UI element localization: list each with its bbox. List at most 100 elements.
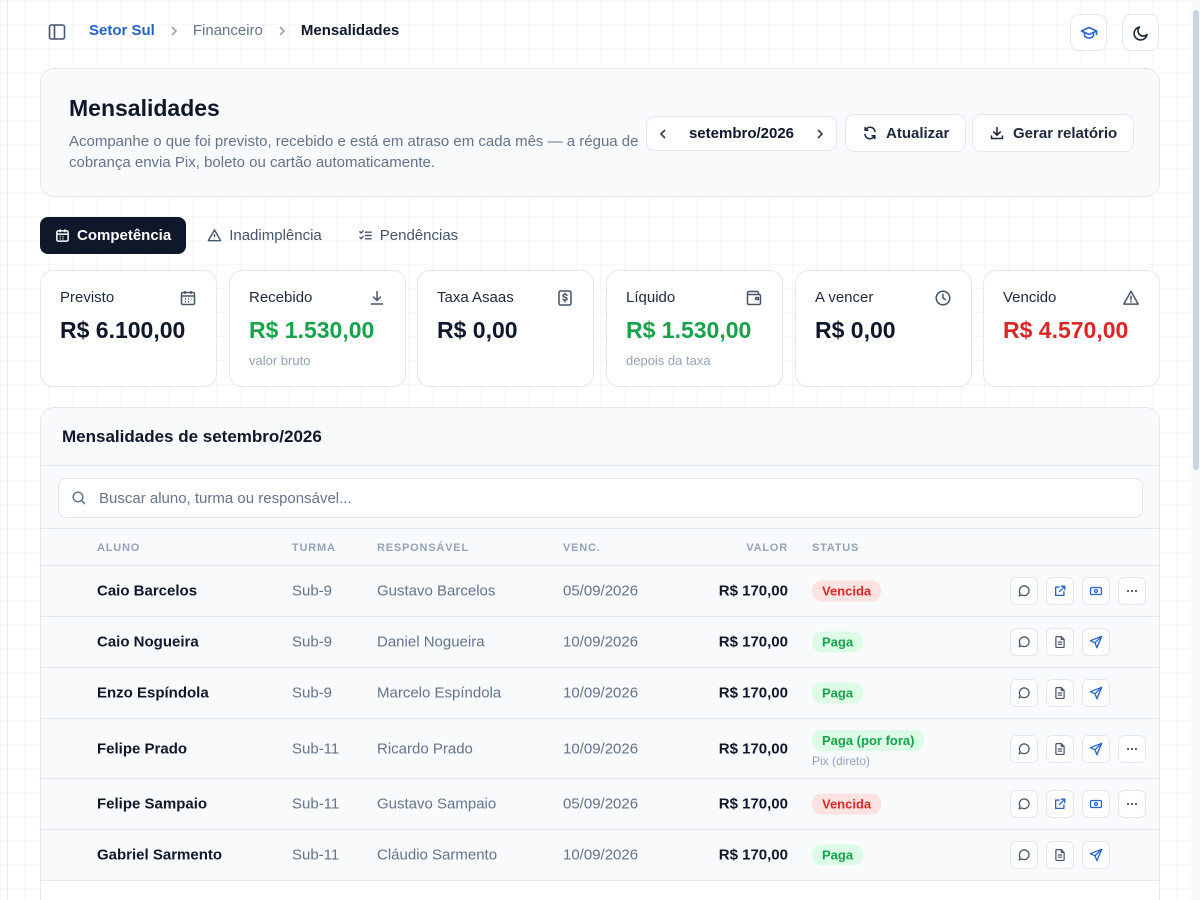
- tab-pendencias[interactable]: Pendências: [343, 217, 473, 254]
- tab-inadimplencia[interactable]: Inadimplência: [192, 217, 337, 254]
- document-button[interactable]: [1046, 734, 1074, 763]
- stat-card-liquido: Líquido R$ 1.530,00 depois da taxa: [606, 270, 783, 387]
- row-actions: [1010, 577, 1146, 605]
- cell-vencimento: 05/09/2026: [563, 795, 639, 813]
- table-row[interactable]: Gabriel Sarmento Sub-11 Cláudio Sarmento 10…: [41, 830, 1159, 881]
- chat-button[interactable]: [1010, 734, 1038, 763]
- more-icon: [1125, 584, 1139, 598]
- stat-card-recebido: Recebido R$ 1.530,00 valor bruto: [229, 270, 406, 387]
- generate-report-label: Gerar relatório: [1013, 124, 1118, 142]
- send-button[interactable]: [1082, 841, 1110, 869]
- generate-report-button[interactable]: Gerar relatório: [972, 114, 1135, 152]
- table-row[interactable]: Felipe Sampaio Sub-11 Gustavo Sampaio 05/09…: [41, 779, 1159, 830]
- stat-value: R$ 0,00: [815, 317, 896, 343]
- page-title: Mensalidades: [69, 95, 220, 121]
- cell-aluno: Caio Nogueira: [97, 633, 199, 651]
- chat-button[interactable]: [1010, 790, 1038, 818]
- mensalidades-table-card: Mensalidades de setembro/2026 ALUNO TURM…: [40, 407, 1160, 900]
- stat-card-vencido: Vencido R$ 4.570,00: [983, 270, 1160, 387]
- column-header-status[interactable]: STATUS: [812, 542, 860, 554]
- chevron-right-icon[interactable]: [810, 124, 830, 144]
- refresh-button[interactable]: Atualizar: [845, 114, 967, 152]
- money-button[interactable]: [1082, 790, 1110, 818]
- cell-responsavel: Cláudio Sarmento: [377, 846, 498, 864]
- send-icon: [1089, 635, 1103, 649]
- download-icon: [368, 289, 386, 312]
- theme-toggle-button[interactable]: [1122, 14, 1159, 51]
- cell-responsavel: Gustavo Sampaio: [377, 795, 497, 813]
- scrollbar-thumb[interactable]: [1193, 10, 1199, 470]
- breadcrumb-root[interactable]: Setor Sul: [89, 22, 155, 39]
- stat-label: A vencer: [815, 289, 874, 306]
- more-icon: [1125, 797, 1139, 811]
- breadcrumb-section[interactable]: Financeiro: [192, 22, 263, 39]
- external-link-button[interactable]: [1046, 790, 1074, 818]
- send-button[interactable]: [1082, 734, 1110, 763]
- table-row[interactable]: Enzo Espíndola Sub-9 Marcelo Espíndola 10/0…: [41, 668, 1159, 719]
- search-input[interactable]: [99, 489, 999, 507]
- column-header-valor[interactable]: VALOR: [746, 542, 788, 554]
- moon-icon: [1132, 25, 1148, 41]
- table-row[interactable]: Caio Nogueira Sub-9 Daniel Nogueira 10/09/2…: [41, 617, 1159, 668]
- document-button[interactable]: [1046, 841, 1074, 869]
- cell-responsavel: Daniel Nogueira: [377, 633, 485, 651]
- more-button[interactable]: [1118, 790, 1146, 818]
- more-button[interactable]: [1118, 577, 1146, 605]
- chat-button[interactable]: [1010, 577, 1038, 605]
- stat-card-taxa-asaas: Taxa Asaas R$ 0,00: [417, 270, 594, 387]
- chat-button[interactable]: [1010, 841, 1038, 869]
- cell-vencimento: 10/09/2026: [563, 740, 639, 757]
- chat-button[interactable]: [1010, 679, 1038, 707]
- money-button[interactable]: [1082, 577, 1110, 605]
- chevron-left-icon[interactable]: [653, 124, 673, 144]
- wallet-icon: [745, 289, 763, 312]
- graduation-cap-button[interactable]: [1070, 14, 1107, 51]
- dollar-receipt-icon: [556, 289, 574, 312]
- table-row[interactable]: Caio Barcelos Sub-9 Gustavo Barcelos 05/09/…: [41, 566, 1159, 617]
- send-icon: [1089, 848, 1103, 862]
- column-header-responsavel[interactable]: RESPONSÁVEL: [377, 542, 469, 554]
- money-icon: [1089, 584, 1103, 598]
- cell-responsavel: Ricardo Prado: [377, 740, 473, 757]
- stat-subtext: valor bruto: [249, 353, 311, 368]
- stat-label: Recebido: [249, 289, 313, 306]
- stat-subtext: depois da taxa: [626, 353, 711, 368]
- chat-button[interactable]: [1010, 628, 1038, 656]
- column-header-aluno[interactable]: ALUNO: [97, 542, 141, 554]
- warning-icon: [1122, 289, 1140, 312]
- send-button[interactable]: [1082, 679, 1110, 707]
- chat-icon: [1017, 635, 1031, 649]
- page-description: Acompanhe o que foi previsto, recebido e…: [69, 133, 639, 171]
- more-button[interactable]: [1118, 734, 1146, 763]
- column-header-vencimento[interactable]: VENC.: [563, 542, 601, 554]
- tab-label: Pendências: [379, 227, 459, 244]
- cell-turma: Sub-11: [292, 846, 340, 864]
- status-badge: Vencida: [812, 793, 882, 815]
- document-icon: [1053, 635, 1067, 649]
- stat-label: Previsto: [60, 289, 115, 306]
- cell-turma: Sub-9: [292, 684, 333, 702]
- document-button[interactable]: [1046, 679, 1074, 707]
- cell-responsavel: Gustavo Barcelos: [377, 582, 496, 600]
- stat-value: R$ 1.530,00: [249, 317, 375, 343]
- status-badge: Paga: [812, 631, 864, 653]
- document-button[interactable]: [1046, 628, 1074, 656]
- chat-icon: [1017, 797, 1031, 811]
- column-header-turma[interactable]: TURMA: [292, 542, 336, 554]
- stat-value: R$ 0,00: [437, 317, 518, 343]
- external-link-button[interactable]: [1046, 577, 1074, 605]
- refresh-icon: [864, 126, 876, 140]
- sidebar-toggle-icon[interactable]: [47, 22, 67, 42]
- stat-label: Taxa Asaas: [437, 289, 514, 306]
- calendar-icon: [56, 229, 69, 242]
- table-row[interactable]: Felipe Prado Sub-11 Ricardo Prado 10/09/202…: [41, 719, 1159, 779]
- money-icon: [1089, 797, 1103, 811]
- scrollbar[interactable]: [1191, 0, 1200, 900]
- stat-card-previsto: Previsto R$ 6.100,00: [40, 270, 217, 387]
- table-title: Mensalidades de setembro/2026: [41, 408, 1159, 466]
- send-button[interactable]: [1082, 628, 1110, 656]
- stat-card-a-vencer: A vencer R$ 0,00: [795, 270, 972, 387]
- chat-icon: [1017, 742, 1031, 756]
- tab-competencia[interactable]: Competência: [40, 217, 187, 254]
- cell-status: Paga (por fora) Pix (direto): [812, 729, 925, 768]
